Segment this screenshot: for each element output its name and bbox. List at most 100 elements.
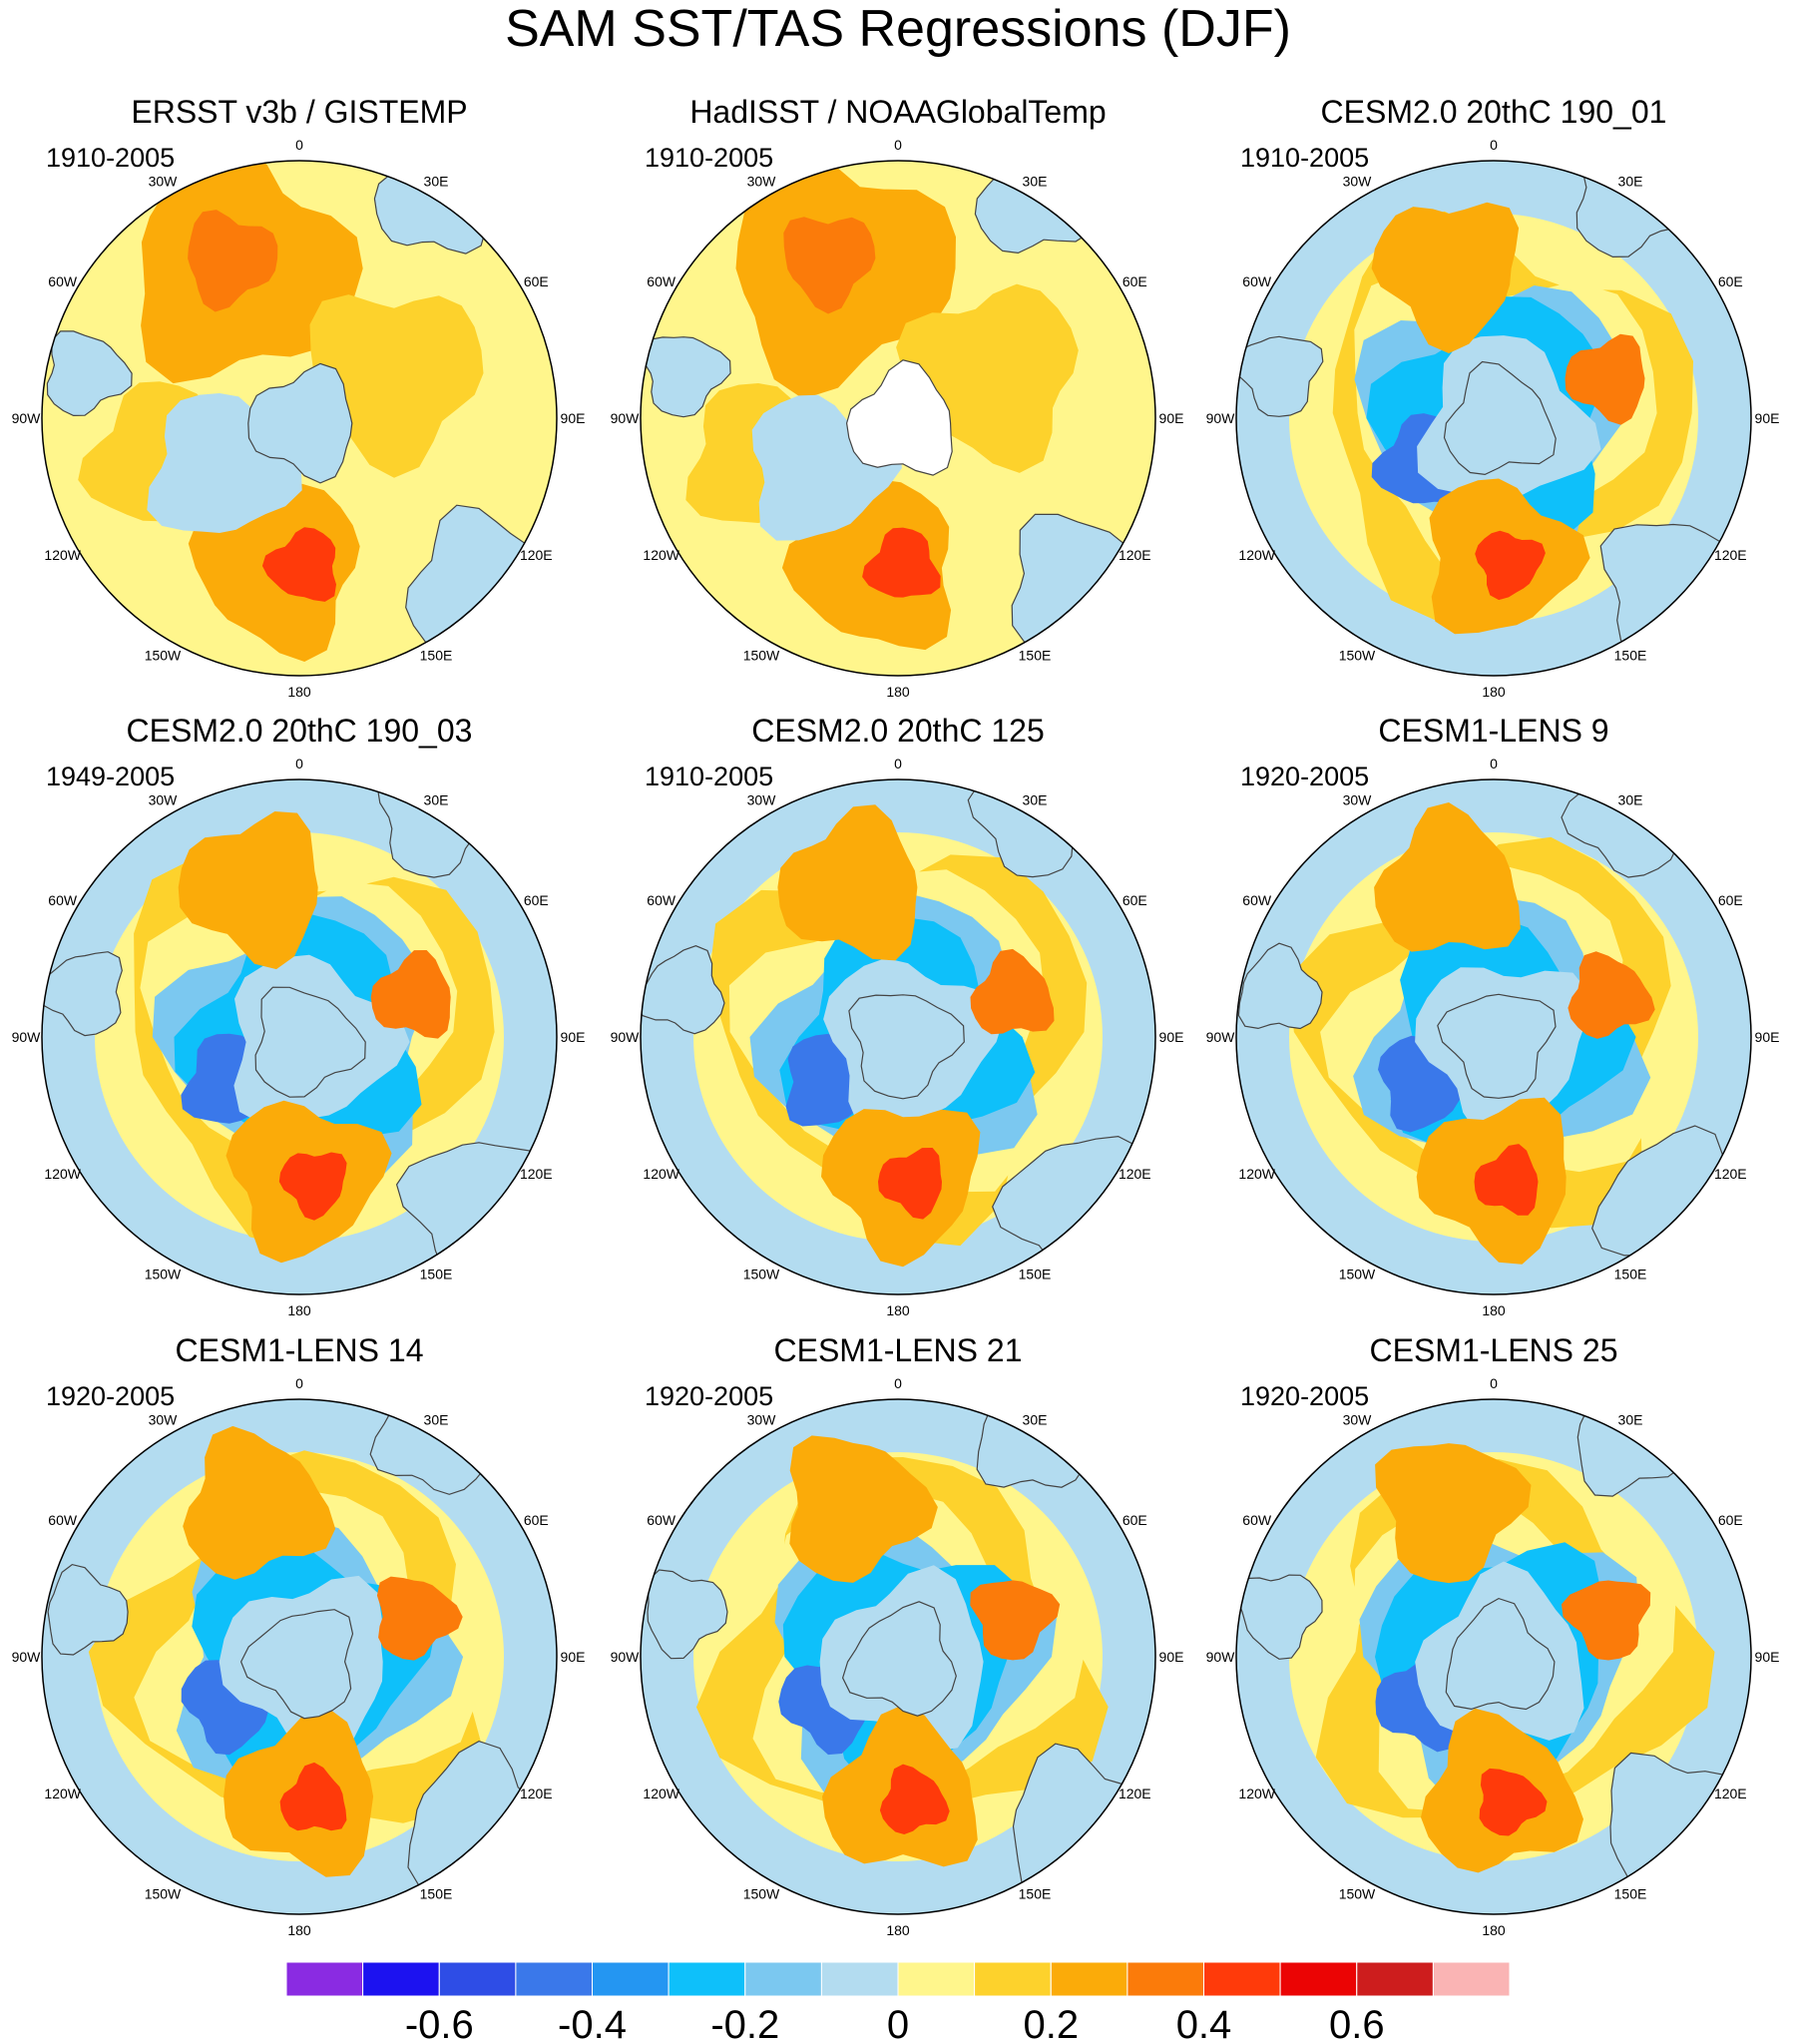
antarctica-landmass bbox=[1445, 1597, 1556, 1711]
longitude-label: 180 bbox=[886, 684, 910, 700]
longitude-label: 90W bbox=[12, 410, 42, 426]
longitude-label: 60W bbox=[1242, 1512, 1272, 1528]
contour-warm bbox=[777, 804, 918, 961]
panel-title: CESM1-LENS 9 bbox=[1378, 713, 1608, 749]
longitude-label: 180 bbox=[1482, 1922, 1506, 1938]
longitude-label: 60W bbox=[1242, 273, 1272, 289]
south-america-landmass bbox=[647, 1569, 728, 1660]
map-panel: HadISST / NOAAGlobalTemp 1910-2005 0 30E 60E… bbox=[611, 94, 1184, 700]
longitude-label: 120W bbox=[1238, 1786, 1275, 1801]
longitude-label: 60E bbox=[524, 892, 549, 908]
panel-period: 1949-2005 bbox=[46, 762, 175, 791]
panel-title: CESM1-LENS 14 bbox=[176, 1332, 424, 1368]
contour-warm bbox=[878, 1148, 942, 1220]
colorbar-tick-label: -0.6 bbox=[405, 2003, 474, 2044]
south-america-landmass bbox=[46, 330, 133, 417]
longitude-label: 90W bbox=[12, 1029, 42, 1045]
contour-warm bbox=[370, 950, 451, 1039]
longitude-label: 180 bbox=[287, 1302, 311, 1318]
colorbar-box bbox=[1126, 1961, 1205, 1997]
longitude-label: 0 bbox=[1490, 137, 1498, 153]
colorbar-tick-label: -0.2 bbox=[710, 2003, 779, 2044]
longitude-label: 150E bbox=[1019, 1885, 1052, 1901]
longitude-label: 30W bbox=[747, 1412, 777, 1428]
longitude-label: 120W bbox=[1238, 547, 1275, 563]
longitude-label: 120W bbox=[643, 547, 679, 563]
longitude-label: 90E bbox=[561, 1029, 586, 1045]
map-border bbox=[640, 160, 1156, 677]
contour-warm bbox=[188, 210, 278, 312]
south-america-landmass bbox=[47, 1563, 129, 1656]
map-border bbox=[1235, 778, 1752, 1295]
longitude-label: 180 bbox=[886, 1302, 910, 1318]
longitude-label: 60W bbox=[48, 892, 78, 908]
longitude-label: 30E bbox=[1023, 792, 1048, 808]
contour-field bbox=[1236, 161, 1751, 676]
panel-period: 1920-2005 bbox=[1240, 762, 1369, 791]
antarctica-landmass bbox=[1437, 993, 1557, 1099]
longitude-label: 30W bbox=[747, 792, 777, 808]
longitude-label: 180 bbox=[1482, 684, 1506, 700]
contour-field bbox=[42, 779, 557, 1294]
colorbar-box bbox=[592, 1961, 670, 1997]
contour-warm bbox=[183, 1425, 336, 1580]
longitude-label: 120E bbox=[520, 1166, 553, 1182]
colorbar-tick-label: 0.6 bbox=[1329, 2003, 1385, 2044]
contour-warm bbox=[862, 527, 941, 598]
map-border bbox=[41, 778, 558, 1295]
longitude-label: 150E bbox=[1019, 1266, 1052, 1281]
longitude-label: 150W bbox=[743, 1266, 780, 1281]
contour-warm bbox=[1375, 1443, 1532, 1584]
colorbar-box bbox=[362, 1961, 440, 1997]
antarctica-landmass bbox=[1443, 360, 1557, 476]
longitude-label: 150E bbox=[420, 1266, 453, 1281]
longitude-label: 30W bbox=[149, 1412, 179, 1428]
south-america-landmass bbox=[1236, 1574, 1323, 1660]
map-panel: CESM2.0 20thC 190_03 1949-2005 0 30E 60E 90E 1… bbox=[12, 713, 586, 1318]
contour-field bbox=[42, 161, 557, 676]
antarctica-landmass bbox=[845, 359, 953, 476]
contour-field bbox=[1236, 779, 1751, 1294]
longitude-label: 60E bbox=[1718, 892, 1743, 908]
map-panel: CESM2.0 20thC 190_01 1910-2005 0 30E 60E 90E 1… bbox=[1206, 94, 1780, 700]
contour-warm bbox=[970, 1580, 1061, 1661]
contour-warm bbox=[879, 1764, 950, 1834]
longitude-label: 30E bbox=[1618, 174, 1643, 190]
longitude-label: 180 bbox=[1482, 1302, 1506, 1318]
contour-field bbox=[641, 779, 1155, 1294]
longitude-label: 90W bbox=[611, 1029, 641, 1045]
longitude-label: 180 bbox=[287, 684, 311, 700]
longitude-label: 120E bbox=[1119, 1786, 1151, 1801]
chart-title: SAM SST/TAS Regressions (DJF) bbox=[505, 0, 1291, 58]
longitude-label: 150W bbox=[145, 647, 182, 663]
longitude-label: 0 bbox=[894, 756, 902, 771]
longitude-label: 120W bbox=[643, 1166, 679, 1182]
panel-title: HadISST / NOAAGlobalTemp bbox=[689, 94, 1106, 130]
panel-period: 1920-2005 bbox=[1240, 1381, 1369, 1411]
antarctica-landmass bbox=[841, 1601, 957, 1717]
panel-title: ERSST v3b / GISTEMP bbox=[131, 94, 467, 130]
longitude-label: 150E bbox=[420, 647, 453, 663]
longitude-label: 90E bbox=[1159, 410, 1184, 426]
panel-title: CESM2.0 20thC 190_01 bbox=[1321, 94, 1667, 130]
colorbar-box bbox=[515, 1961, 594, 1997]
colorbar-box bbox=[1279, 1961, 1358, 1997]
panel-title: CESM2.0 20thC 125 bbox=[751, 713, 1045, 749]
colorbar-tick-label: -0.4 bbox=[558, 2003, 627, 2044]
longitude-label: 120W bbox=[643, 1786, 679, 1801]
longitude-label: 60W bbox=[647, 892, 676, 908]
colorbar-box bbox=[897, 1961, 976, 1997]
longitude-label: 30W bbox=[149, 792, 179, 808]
longitude-label: 60E bbox=[1718, 1512, 1743, 1528]
longitude-label: 90E bbox=[1159, 1649, 1184, 1665]
panel-period: 1910-2005 bbox=[1240, 143, 1369, 173]
longitude-label: 150W bbox=[1339, 1885, 1376, 1901]
south-america-landmass bbox=[1236, 335, 1324, 417]
longitude-label: 30W bbox=[1343, 792, 1373, 808]
contour-warm bbox=[970, 948, 1055, 1035]
africa-landmass bbox=[974, 161, 1095, 255]
contour-field bbox=[641, 161, 1155, 676]
longitude-label: 60E bbox=[524, 273, 549, 289]
longitude-label: 30E bbox=[1023, 1412, 1048, 1428]
